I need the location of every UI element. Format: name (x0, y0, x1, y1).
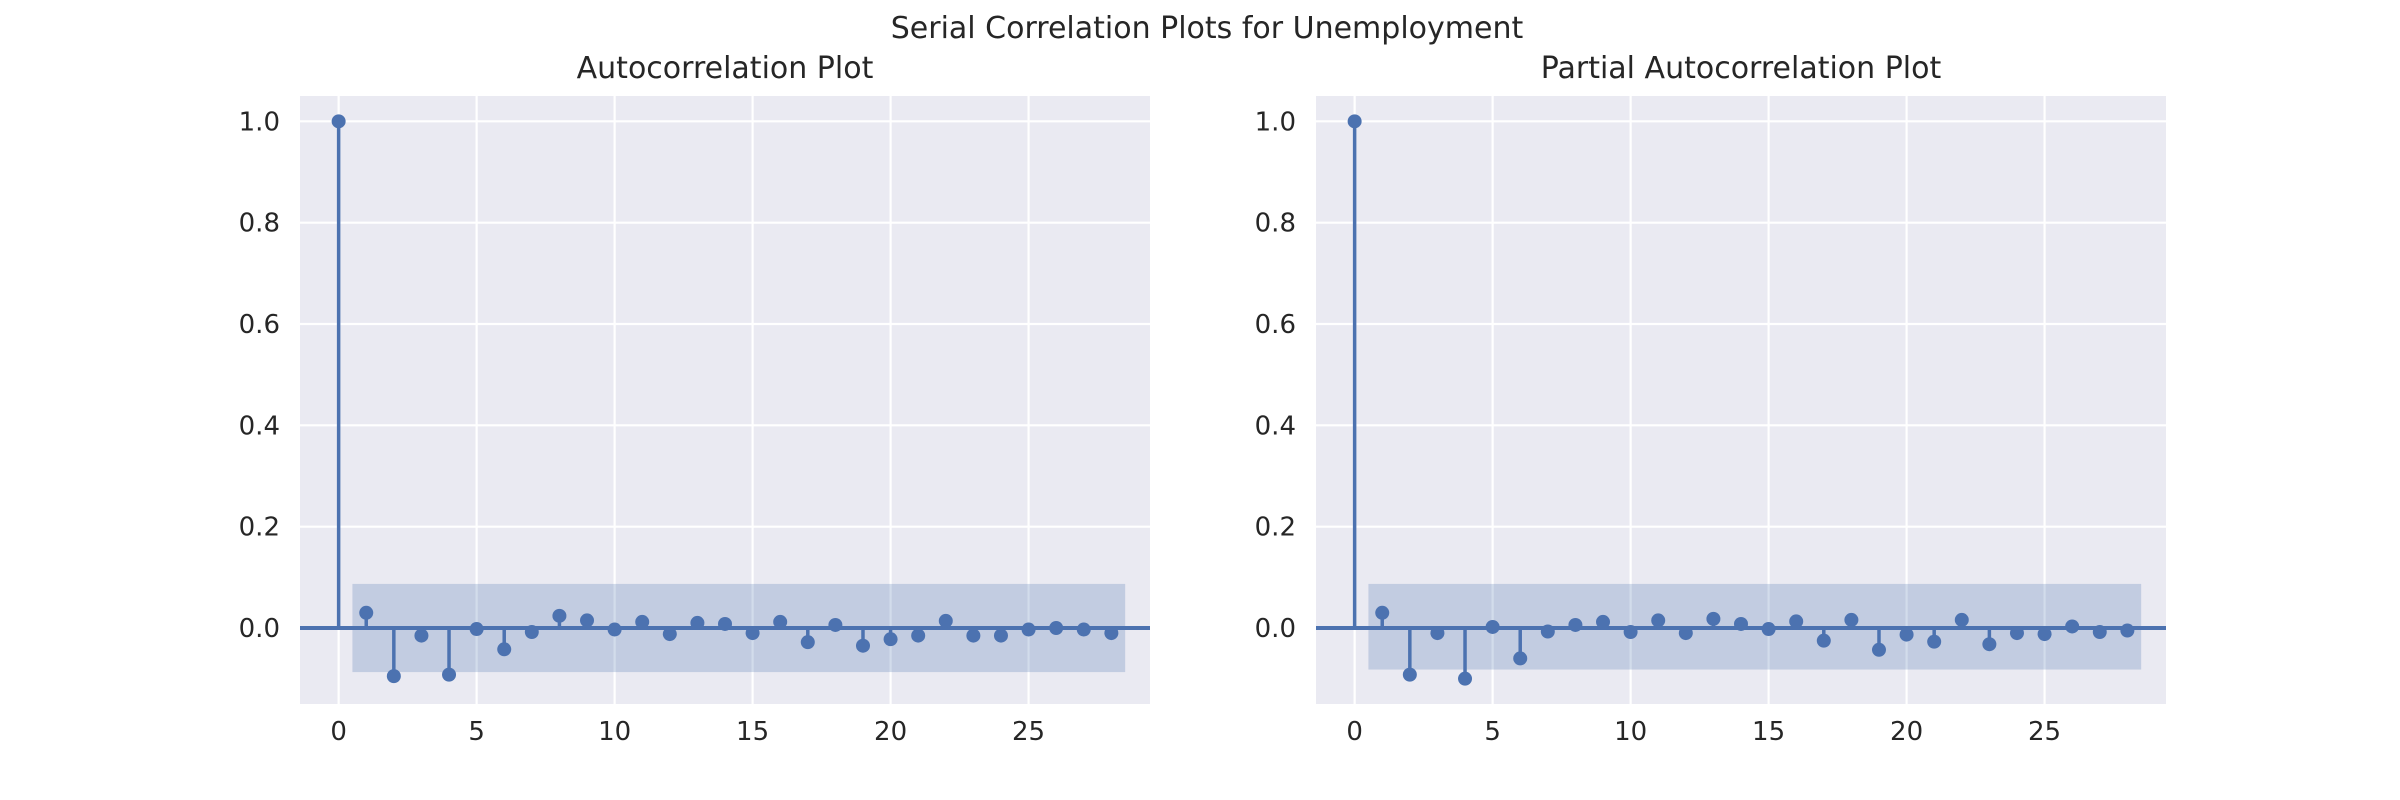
x-tick-label: 10 (598, 717, 631, 747)
stem-marker (966, 628, 981, 643)
stem-marker (2065, 619, 2080, 634)
x-tick-label: 25 (1012, 717, 1045, 747)
stem-marker (1982, 637, 1997, 652)
x-tick-label: 25 (2028, 717, 2061, 747)
stem-marker (1734, 616, 1748, 631)
stem-marker (1844, 612, 1859, 627)
y-tick-label: 1.0 (239, 107, 280, 137)
stem-marker (1761, 622, 1776, 637)
y-tick-label: 0.4 (1255, 411, 1296, 441)
stem-marker (1049, 621, 1064, 635)
stem-marker (1430, 626, 1445, 641)
y-tick-label: 1.0 (1255, 107, 1296, 137)
figure-suptitle: Serial Correlation Plots for Unemploymen… (891, 11, 1524, 46)
stem-marker (2009, 626, 2024, 641)
stem-marker (938, 613, 953, 628)
y-tick-label: 0.2 (239, 513, 280, 543)
stem-marker (469, 622, 484, 637)
stem-marker (1927, 634, 1942, 649)
stem-marker (1623, 625, 1638, 640)
stem-marker (1375, 605, 1390, 620)
y-tick-label: 0.0 (1255, 614, 1296, 644)
y-tick-label: 0.4 (239, 411, 280, 441)
stem-marker (524, 625, 539, 640)
stem-marker (828, 617, 843, 632)
stem-marker (497, 642, 512, 657)
stem-marker (1104, 626, 1119, 641)
y-tick-label: 0.2 (1255, 513, 1296, 543)
x-tick-label: 20 (1890, 717, 1923, 747)
stem-marker (1540, 624, 1555, 639)
plot-area (1316, 96, 2166, 704)
stem-marker (1347, 114, 1362, 129)
stem-marker (1596, 614, 1611, 629)
stem-marker (1021, 622, 1036, 637)
stem-marker (1458, 671, 1473, 686)
stem-marker (1954, 612, 1969, 627)
panel-title: Autocorrelation Plot (577, 51, 874, 86)
x-tick-label: 5 (468, 717, 485, 747)
y-tick-label: 0.8 (239, 209, 280, 239)
stem-marker (662, 627, 677, 642)
stem-marker (1076, 622, 1091, 637)
stem-marker (580, 613, 595, 628)
stem-marker (855, 638, 870, 653)
stem-marker (2092, 625, 2107, 640)
stem-marker (690, 615, 705, 630)
autocorrelation-plot: 0 5 10 15 20 25 0.0 0.2 0.4 0.6 0.8 1.0 Autocorrelat… (239, 51, 1150, 747)
stem-marker (745, 626, 760, 641)
x-tick-label: 15 (736, 717, 769, 747)
y-tick-label: 0.0 (239, 614, 280, 644)
stem-marker (635, 614, 650, 629)
stem-marker (911, 628, 926, 643)
stem-marker (800, 635, 815, 650)
stem-marker (1789, 614, 1804, 629)
stem-marker (414, 628, 429, 643)
stem-marker (331, 114, 346, 129)
stem-marker (552, 608, 567, 623)
stem-marker (2120, 623, 2135, 638)
stem-marker (1678, 626, 1693, 641)
plot-area (300, 96, 1150, 704)
stem-marker (773, 614, 788, 629)
stem-marker (1651, 613, 1666, 628)
stem-marker (1706, 611, 1721, 626)
stem-marker (1485, 619, 1500, 634)
y-tick-label: 0.8 (1255, 209, 1296, 239)
stem-marker (1899, 627, 1914, 642)
stem-marker (1402, 667, 1417, 682)
stem-marker (718, 616, 732, 631)
y-tick-label: 0.6 (239, 310, 280, 340)
x-tick-label: 15 (1752, 717, 1785, 747)
stem-marker (1568, 617, 1583, 632)
stem-marker (883, 632, 898, 647)
stem-marker (993, 628, 1008, 643)
x-tick-label: 20 (874, 717, 907, 747)
stem-marker (386, 669, 401, 684)
stem-marker (2037, 627, 2052, 642)
x-tick-label: 0 (330, 717, 347, 747)
stem-marker (1871, 642, 1886, 657)
partial-autocorrelation-plot: 0 5 10 15 20 25 0.0 0.2 0.4 0.6 0.8 1.0 Partial Auto… (1255, 51, 2166, 747)
x-tick-label: 5 (1484, 717, 1501, 747)
stem-marker (1513, 651, 1528, 666)
stem-marker (359, 605, 374, 620)
stem-marker (442, 667, 457, 682)
stem-marker (1816, 633, 1831, 648)
y-tick-label: 0.6 (1255, 310, 1296, 340)
x-tick-label: 10 (1614, 717, 1647, 747)
stem-marker (607, 622, 622, 637)
x-tick-label: 0 (1346, 717, 1363, 747)
panel-title: Partial Autocorrelation Plot (1541, 51, 1942, 86)
